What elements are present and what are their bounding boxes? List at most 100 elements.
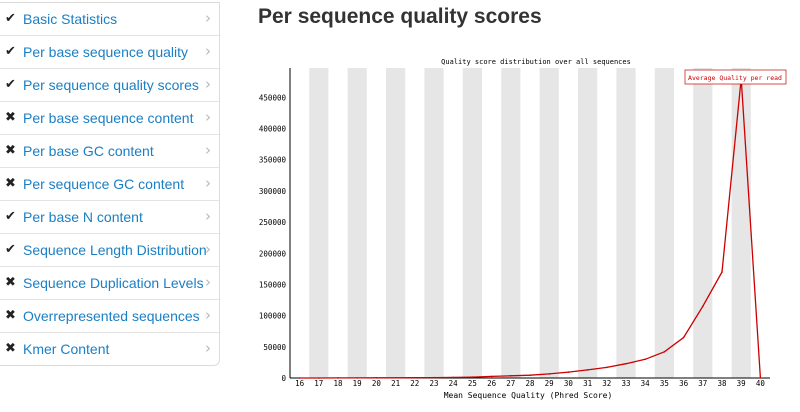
chevron-right-icon: › [205, 42, 211, 60]
data-point [318, 377, 320, 379]
x-tick-label: 30 [564, 379, 574, 388]
sidebar-item-per-base-gc-content[interactable]: ✖ Per base GC content › [0, 135, 219, 168]
sidebar-item-label: Per base N content [23, 209, 143, 225]
check-icon: ✔ [5, 11, 16, 26]
x-tick-label: 35 [660, 379, 669, 388]
sidebar-item-sequence-length-distribution[interactable]: ✔ Sequence Length Distribution › [0, 234, 219, 267]
x-tick-label: 16 [295, 379, 305, 388]
sidebar-item-label: Per sequence quality scores [23, 77, 199, 93]
y-tick-label: 400000 [259, 125, 287, 134]
y-tick-label: 100000 [259, 312, 287, 321]
x-tick-label: 19 [353, 379, 362, 388]
x-tick-label: 21 [391, 379, 400, 388]
chart-legend: Average Quality per read [684, 69, 787, 85]
x-tick-label: 29 [545, 379, 554, 388]
cross-icon: ✖ [5, 143, 16, 158]
alternating-band [386, 68, 406, 378]
alternating-band [731, 68, 751, 378]
data-point [529, 374, 531, 376]
x-tick-label: 23 [429, 379, 438, 388]
chevron-right-icon: › [205, 9, 211, 27]
x-tick-label: 37 [698, 379, 707, 388]
chevron-right-icon: › [205, 75, 211, 93]
data-point [394, 376, 397, 379]
alternating-band [424, 68, 444, 378]
cross-icon: ✖ [5, 341, 16, 356]
cross-icon: ✖ [5, 110, 16, 125]
data-point [702, 305, 704, 308]
data-point [298, 377, 301, 379]
sidebar-item-label: Per sequence GC content [23, 176, 185, 192]
check-icon: ✔ [5, 44, 16, 59]
data-point [510, 375, 512, 377]
y-tick-label: 150000 [259, 280, 287, 289]
alternating-band [654, 68, 674, 378]
x-tick-label: 39 [737, 379, 746, 388]
x-tick-label: 28 [525, 379, 535, 388]
data-point [490, 375, 493, 378]
data-point [548, 373, 550, 375]
chevron-right-icon: › [205, 306, 211, 324]
sidebar-item-kmer-content[interactable]: ✖ Kmer Content › [0, 333, 219, 366]
chevron-right-icon: › [205, 207, 211, 225]
alternating-band [616, 68, 636, 378]
y-tick-label: 350000 [259, 156, 287, 165]
x-tick-label: 32 [602, 379, 611, 388]
x-tick-label: 25 [468, 379, 477, 388]
chevron-right-icon: › [205, 174, 211, 192]
y-tick-label: 250000 [259, 218, 287, 227]
sidebar-item-label: Per base GC content [23, 143, 154, 159]
y-tick-label: 450000 [259, 93, 287, 102]
chart-title: Quality score distribution over all sequ… [441, 58, 631, 66]
x-tick-label: 26 [487, 379, 497, 388]
sidebar-nav: ✔ Basic Statistics › ✔ Per base sequence qua… [0, 2, 220, 366]
sidebar-item-per-sequence-quality-scores[interactable]: ✔ Per sequence quality scores › [0, 69, 219, 102]
sidebar-item-per-base-sequence-content[interactable]: ✖ Per base sequence content › [0, 102, 219, 135]
alternating-band [462, 68, 482, 378]
page-title: Per sequence quality scores [258, 5, 542, 28]
cross-icon: ✖ [5, 176, 16, 191]
y-tick-label: 200000 [259, 249, 287, 258]
x-tick-label: 31 [583, 379, 592, 388]
series-line-average-quality [299, 78, 762, 379]
sidebar-item-per-base-n-content[interactable]: ✔ Per base N content › [0, 201, 219, 234]
data-point [625, 362, 627, 365]
data-point [606, 366, 608, 369]
y-tick-label: 0 [281, 374, 286, 383]
chevron-right-icon: › [205, 141, 211, 159]
sidebar-item-label: Per base sequence quality [23, 44, 188, 60]
check-icon: ✔ [5, 77, 16, 92]
x-tick-label: 24 [449, 379, 459, 388]
sidebar-item-per-base-sequence-quality[interactable]: ✔ Per base sequence quality › [0, 36, 219, 69]
x-tick-label: 22 [410, 379, 419, 388]
data-point [356, 377, 359, 379]
x-tick-label: 17 [314, 379, 323, 388]
sidebar-item-label: Per base sequence content [23, 110, 194, 126]
sidebar-item-label: Overrepresented sequences [23, 308, 200, 324]
sidebar-item-basic-statistics[interactable]: ✔ Basic Statistics › [0, 3, 219, 36]
chevron-right-icon: › [205, 339, 211, 357]
data-point [414, 376, 416, 379]
x-tick-label: 20 [372, 379, 382, 388]
alternating-band [578, 68, 598, 378]
data-point [721, 271, 723, 273]
sidebar-item-overrepresented-sequences[interactable]: ✖ Overrepresented sequences › [0, 300, 219, 333]
data-point [759, 377, 762, 379]
x-tick-label: 34 [641, 379, 651, 388]
data-point [644, 358, 646, 361]
data-point [471, 376, 474, 378]
sidebar-item-label: Sequence Length Distribution [23, 242, 207, 258]
data-point [586, 369, 589, 371]
alternating-band [309, 68, 329, 378]
sidebar-item-sequence-duplication-levels[interactable]: ✖ Sequence Duplication Levels › [0, 267, 219, 300]
cross-icon: ✖ [5, 275, 16, 290]
alternating-band [693, 68, 713, 378]
x-tick-label: 18 [333, 379, 343, 388]
sidebar-item-per-sequence-gc-content[interactable]: ✖ Per sequence GC content › [0, 168, 219, 201]
check-icon: ✔ [5, 242, 16, 257]
cross-icon: ✖ [5, 308, 16, 323]
sidebar-item-label: Kmer Content [23, 341, 110, 357]
y-tick-label: 50000 [263, 343, 286, 352]
y-tick-label: 300000 [259, 187, 287, 196]
